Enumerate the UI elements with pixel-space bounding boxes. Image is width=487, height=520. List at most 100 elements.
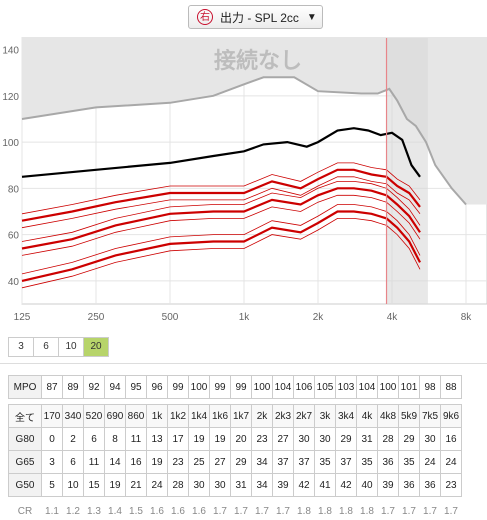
table-cell[interactable]: 21	[125, 473, 147, 497]
table-cell[interactable]: 24	[419, 450, 441, 474]
table-cell[interactable]: 28	[377, 427, 399, 451]
table-cell[interactable]: 31	[356, 427, 378, 451]
table-cell[interactable]: 88	[440, 375, 462, 399]
table-cell[interactable]: 8	[104, 427, 126, 451]
table-cell[interactable]: 39	[377, 473, 399, 497]
x-tick-label: 500	[162, 312, 179, 323]
table-cell[interactable]: 36	[398, 473, 420, 497]
table-cell[interactable]: 24	[146, 473, 168, 497]
table-cell[interactable]: 104	[356, 375, 378, 399]
table-cell[interactable]: 5	[41, 473, 63, 497]
table-cell[interactable]: 29	[335, 427, 357, 451]
table-cell[interactable]: 23	[440, 473, 462, 497]
table-cell[interactable]: 19	[209, 427, 231, 451]
table-cell[interactable]: 17	[167, 427, 189, 451]
table-cell: 340	[62, 404, 84, 428]
table-cell[interactable]: 20	[230, 427, 252, 451]
table-cell[interactable]: 89	[62, 375, 84, 399]
table-cell[interactable]: 31	[230, 473, 252, 497]
output-dropdown[interactable]: 右 出力 - SPL 2cc ▼	[188, 5, 323, 29]
tab-channels-20[interactable]: 20	[83, 337, 109, 357]
table-cell[interactable]: 35	[314, 450, 336, 474]
table-cell[interactable]: 30	[209, 473, 231, 497]
table-cell[interactable]: 100	[251, 375, 273, 399]
table-cell[interactable]: 98	[419, 375, 441, 399]
table-cell[interactable]: 37	[335, 450, 357, 474]
table-cell[interactable]: 23	[251, 427, 273, 451]
table-cell[interactable]: 42	[293, 473, 315, 497]
table-cell[interactable]: 99	[167, 375, 189, 399]
table-cell[interactable]: 24	[440, 450, 462, 474]
table-cell: 860	[125, 404, 147, 428]
table-cell[interactable]: 6	[62, 450, 84, 474]
table-cell: 1.4	[108, 505, 122, 517]
table-cell[interactable]: 103	[335, 375, 357, 399]
table-cell[interactable]: 106	[293, 375, 315, 399]
tab-channels-3[interactable]: 3	[8, 337, 34, 357]
table-cell[interactable]: 87	[41, 375, 63, 399]
target-envelope-line	[21, 162, 421, 215]
target-curve	[21, 210, 421, 282]
ucl-shaded-region	[22, 38, 487, 205]
table-cell[interactable]: 100	[377, 375, 399, 399]
table-cell[interactable]: 35	[398, 450, 420, 474]
table-cell[interactable]: 100	[188, 375, 210, 399]
table-cell[interactable]: 37	[272, 450, 294, 474]
table-cell[interactable]: 19	[146, 450, 168, 474]
table-cell[interactable]: 11	[125, 427, 147, 451]
table-cell[interactable]: 16	[440, 427, 462, 451]
target-curve	[21, 168, 421, 222]
table-cell[interactable]: 96	[146, 375, 168, 399]
table-cell[interactable]: 27	[272, 427, 294, 451]
x-tick-label: 8k	[461, 312, 473, 323]
table-cell[interactable]: 23	[167, 450, 189, 474]
table-cell[interactable]: 25	[188, 450, 210, 474]
table-cell[interactable]: 94	[104, 375, 126, 399]
table-cell[interactable]: 34	[251, 450, 273, 474]
table-cell[interactable]: 19	[188, 427, 210, 451]
table-cell[interactable]: 101	[398, 375, 420, 399]
table-cell[interactable]: 27	[209, 450, 231, 474]
tab-channels-6[interactable]: 6	[33, 337, 59, 357]
table-cell[interactable]: 30	[419, 427, 441, 451]
table-cell[interactable]: 39	[272, 473, 294, 497]
table-cell[interactable]: 3	[41, 450, 63, 474]
table-cell[interactable]: 14	[104, 450, 126, 474]
table-cell[interactable]: 99	[230, 375, 252, 399]
table-cell[interactable]: 30	[188, 473, 210, 497]
table-cell[interactable]: 10	[62, 473, 84, 497]
x-tick-label: 4k	[387, 312, 399, 323]
table-cell[interactable]: 2	[62, 427, 84, 451]
table-cell[interactable]: 30	[314, 427, 336, 451]
table-cell[interactable]: 11	[83, 450, 105, 474]
table-cell[interactable]: 29	[398, 427, 420, 451]
target-envelope-line	[21, 204, 421, 275]
table-cell[interactable]: 36	[377, 450, 399, 474]
table-cell: 4k8	[377, 404, 399, 428]
table-cell[interactable]: 105	[314, 375, 336, 399]
table-cell[interactable]: 42	[335, 473, 357, 497]
table-cell[interactable]: 41	[314, 473, 336, 497]
table-cell[interactable]: 6	[83, 427, 105, 451]
table-cell[interactable]: 34	[251, 473, 273, 497]
table-cell[interactable]: 30	[293, 427, 315, 451]
table-cell[interactable]: 15	[83, 473, 105, 497]
table-cell[interactable]: 104	[272, 375, 294, 399]
table-cell[interactable]: 0	[41, 427, 63, 451]
table-cell[interactable]: 36	[419, 473, 441, 497]
table-cell[interactable]: 40	[356, 473, 378, 497]
table-cell[interactable]: 19	[104, 473, 126, 497]
table-cell[interactable]: 92	[83, 375, 105, 399]
y-tick-label: 120	[2, 92, 19, 103]
table-row: G65 3 6 11 14 16 19 23 25 27 29 34 37 37 35 37 35 36 35 24 2…	[8, 450, 462, 474]
table-cell[interactable]: 37	[293, 450, 315, 474]
table-cell[interactable]: 29	[230, 450, 252, 474]
table-cell[interactable]: 13	[146, 427, 168, 451]
table-row: MPO 87 89 92 94 95 96 99 100 99 99 100 104 106 105 103 1…	[8, 375, 462, 399]
table-cell[interactable]: 95	[125, 375, 147, 399]
table-cell[interactable]: 28	[167, 473, 189, 497]
table-cell[interactable]: 35	[356, 450, 378, 474]
table-cell[interactable]: 16	[125, 450, 147, 474]
tab-channels-10[interactable]: 10	[58, 337, 84, 357]
table-cell[interactable]: 99	[209, 375, 231, 399]
